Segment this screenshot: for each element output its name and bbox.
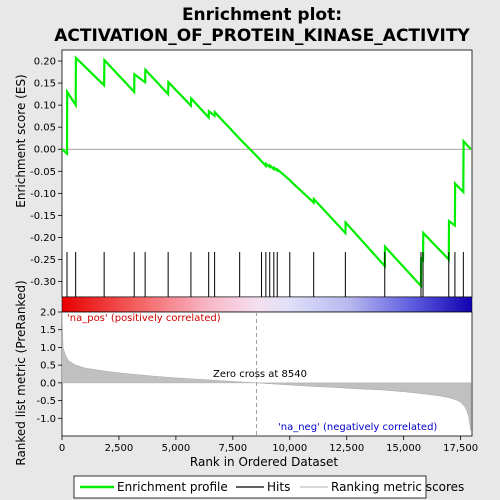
legend-hits-label: Hits [267,480,290,494]
es-ytick-label: 0.15 [34,79,56,90]
metric-xtick-label: 0 [59,443,65,454]
metric-xtick-label: 5,000 [162,443,191,454]
es-panel-frame [61,49,473,298]
metric-xtick-label: 17,500 [443,443,478,454]
legend-metric-label: Ranking metric scores [331,480,464,494]
es-ytick-label: -0.05 [30,167,56,178]
legend-enrichment-label: Enrichment profile [117,480,228,494]
metric-xtick-label: 2,500 [105,443,134,454]
metric-xtick-label: 12,500 [329,443,364,454]
hits-strip [66,252,464,297]
metric-ytick-label: -0.5 [36,396,56,407]
es-ytick-label: -0.25 [30,255,56,266]
metric-ytick-label: 1.0 [40,343,56,354]
es-ytick-label: -0.15 [30,211,56,222]
metric-ylabel: Ranked list metric (PreRanked) [14,280,28,465]
es-ytick-label: -0.10 [30,189,56,200]
metric-xlabel: Rank in Ordered Dataset [190,455,338,469]
metric-ytick-label: 0.0 [40,378,56,389]
es-yaxis: 0.20 0.15 0.10 0.05 0.00 -0.05 -0.10 -0.15 -0.20… [30,57,62,288]
zero-cross-label: Zero cross at 8540 [213,369,307,380]
es-ytick-label: 0.05 [34,123,56,134]
es-ytick-label: 0.20 [34,57,56,68]
es-ytick-label: 0.00 [34,145,56,156]
chart-title-line2: ACTIVATION_OF_PROTEIN_KINASE_ACTIVITY [54,26,470,46]
es-ytick-label: -0.20 [30,233,56,244]
na-neg-label: 'na_neg' (negatively correlated) [278,422,437,433]
es-ytick-label: 0.10 [34,101,56,112]
ranking-metric-area [61,311,472,431]
metric-xtick-label: 15,000 [386,443,421,454]
metric-ytick-label: 0.5 [40,361,56,372]
es-ylabel: Enrichment score (ES) [14,74,28,207]
rank-color-bar [61,296,473,313]
chart-title-line1: Enrichment plot: [182,5,342,25]
metric-yaxis: 2.0 1.5 1.0 0.5 0.0 -0.5 -1.0 [36,308,62,425]
metric-ytick-label: 2.0 [40,308,56,319]
es-ytick-label: -0.30 [30,277,56,288]
na-pos-label: 'na_pos' (positively correlated) [67,313,221,324]
metric-ytick-label: -1.0 [36,414,56,425]
metric-xaxis: 0 2,500 5,000 7,500 10,000 12,500 15,000 17,500 [59,436,478,454]
metric-xtick-label: 7,500 [219,443,248,454]
metric-xtick-label: 10,000 [272,443,307,454]
metric-ytick-label: 1.5 [40,325,56,336]
